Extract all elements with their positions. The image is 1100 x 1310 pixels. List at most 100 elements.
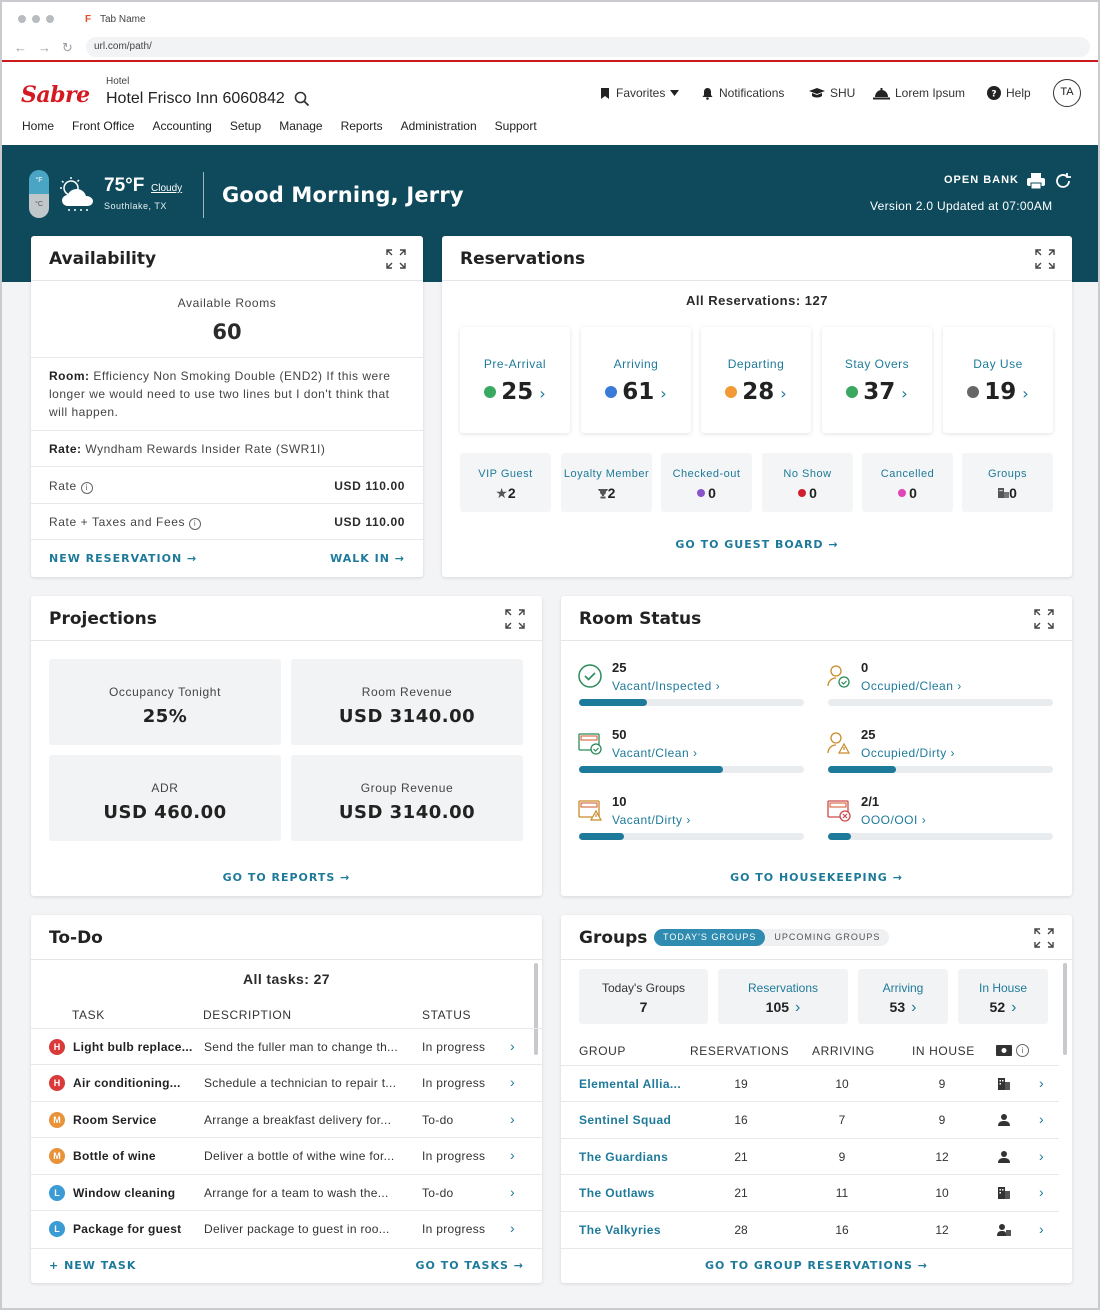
- table-row[interactable]: H Air conditioning... Schedule a technicia…: [31, 1064, 542, 1100]
- menu-accounting[interactable]: Accounting: [152, 119, 212, 133]
- group-reservations-link[interactable]: GO TO GROUP RESERVATIONS →: [561, 1259, 1072, 1272]
- chevron-right-icon[interactable]: ›: [1039, 1184, 1044, 1200]
- table-row[interactable]: L Package for guest Deliver package to gue…: [31, 1210, 542, 1246]
- table-row[interactable]: M Bottle of wine Deliver a bottle of withe…: [31, 1137, 542, 1173]
- group-name[interactable]: The Valkyries: [579, 1223, 661, 1237]
- group-name[interactable]: The Guardians: [579, 1150, 669, 1164]
- fahrenheit-option[interactable]: °F: [29, 170, 49, 194]
- address-bar[interactable]: url.com/path/: [86, 37, 1090, 57]
- departing-tile[interactable]: Departing 28 ›: [701, 327, 811, 433]
- window-maximize-dot[interactable]: [46, 15, 54, 23]
- tasks-link[interactable]: GO TO TASKS →: [416, 1259, 525, 1272]
- browser-tab[interactable]: Tab Name: [100, 14, 146, 25]
- chevron-right-icon[interactable]: ›: [510, 1111, 515, 1127]
- celsius-option[interactable]: °C: [29, 194, 49, 218]
- menu-setup[interactable]: Setup: [229, 119, 262, 133]
- info-icon[interactable]: i: [1016, 1044, 1029, 1057]
- reload-icon[interactable]: ↻: [62, 40, 73, 55]
- user-menu[interactable]: Lorem Ipsum: [873, 86, 965, 100]
- pre-arrival-tile[interactable]: Pre-Arrival 25 ›: [460, 327, 570, 433]
- loyalty-member-tile[interactable]: Loyalty Member 2: [561, 453, 652, 512]
- expand-icon[interactable]: [1034, 248, 1056, 270]
- table-row[interactable]: L Window cleaning Arrange for a team to wa…: [31, 1174, 542, 1210]
- group-name[interactable]: Elemental Allia...: [579, 1077, 682, 1091]
- tab-upcoming-groups[interactable]: UPCOMING GROUPS: [774, 932, 881, 942]
- chevron-right-icon[interactable]: ›: [510, 1147, 515, 1163]
- expand-icon[interactable]: [1033, 608, 1055, 630]
- no-show-tile[interactable]: No Show 0: [762, 453, 853, 512]
- checked-out-tile[interactable]: Checked-out 0: [661, 453, 752, 512]
- occupied-dirty-link[interactable]: Occupied/Dirty ›: [861, 746, 955, 760]
- day-use-tile[interactable]: Day Use 19 ›: [943, 327, 1053, 433]
- forward-arrow-icon[interactable]: →: [38, 40, 51, 55]
- ooo-ooi-link[interactable]: OOO/OOI ›: [861, 813, 926, 827]
- new-task-link[interactable]: + NEW TASK: [49, 1259, 136, 1272]
- avatar[interactable]: TA: [1053, 79, 1081, 107]
- table-row[interactable]: H Light bulb replace... Send the fuller ma…: [31, 1028, 542, 1064]
- group-in-house-tile[interactable]: In House 52 ›: [958, 969, 1048, 1024]
- tile-label: Arriving: [882, 981, 924, 995]
- vacant-clean-link[interactable]: Vacant/Clean ›: [612, 746, 698, 760]
- group-name[interactable]: Sentinel Squad: [579, 1113, 672, 1127]
- window-close-dot[interactable]: [18, 15, 26, 23]
- chevron-right-icon[interactable]: ›: [1039, 1148, 1044, 1164]
- weather-condition[interactable]: Cloudy: [151, 183, 183, 194]
- notifications-button[interactable]: Notifications: [701, 86, 784, 100]
- table-row[interactable]: The Valkyries 28 16 12 ›: [561, 1211, 1059, 1247]
- group-name[interactable]: The Outlaws: [579, 1186, 655, 1200]
- menu-manage[interactable]: Manage: [279, 119, 323, 133]
- chevron-right-icon[interactable]: ›: [510, 1220, 515, 1236]
- groups-tile[interactable]: Groups 0: [962, 453, 1053, 512]
- chevron-right-icon[interactable]: ›: [510, 1074, 515, 1090]
- table-row[interactable]: The Outlaws 21 11 10 ›: [561, 1174, 1059, 1210]
- priority-badge: H: [49, 1039, 65, 1055]
- arriving-tile[interactable]: Arriving 61 ›: [581, 327, 691, 433]
- search-icon[interactable]: [294, 91, 310, 107]
- table-row[interactable]: Sentinel Squad 16 7 9 ›: [561, 1101, 1059, 1137]
- table-row[interactable]: Elemental Allia... 19 10 9 ›: [561, 1065, 1059, 1101]
- groups-scrollbar[interactable]: [1063, 963, 1067, 1055]
- temperature-unit-toggle[interactable]: °F °C: [29, 170, 49, 218]
- sabre-logo[interactable]: Sabre: [21, 82, 90, 108]
- expand-icon[interactable]: [504, 608, 526, 630]
- menu-reports[interactable]: Reports: [340, 119, 383, 133]
- new-reservation-link[interactable]: NEW RESERVATION →: [49, 552, 197, 565]
- vacant-dirty-link[interactable]: Vacant/Dirty ›: [612, 813, 691, 827]
- vip-guest-tile[interactable]: VIP Guest ★2: [460, 453, 551, 512]
- vacant-inspected-link[interactable]: Vacant/Inspected ›: [612, 679, 720, 693]
- table-row[interactable]: The Guardians 21 9 12 ›: [561, 1138, 1059, 1174]
- chevron-right-icon[interactable]: ›: [510, 1184, 515, 1200]
- favorites-menu[interactable]: Favorites: [599, 86, 680, 100]
- cancelled-tile[interactable]: Cancelled 0: [862, 453, 953, 512]
- expand-icon[interactable]: [1033, 927, 1055, 949]
- open-bank-button[interactable]: OPEN BANK: [944, 174, 1020, 186]
- stay-overs-tile[interactable]: Stay Overs 37 ›: [822, 327, 932, 433]
- refresh-icon[interactable]: [1054, 172, 1072, 190]
- help-button[interactable]: ? Help: [987, 86, 1031, 100]
- menu-administration[interactable]: Administration: [400, 119, 477, 133]
- group-arriving-tile[interactable]: Arriving 53 ›: [858, 969, 948, 1024]
- info-icon[interactable]: i: [80, 482, 93, 494]
- back-arrow-icon[interactable]: ←: [14, 40, 27, 55]
- housekeeping-link[interactable]: GO TO HOUSEKEEPING →: [561, 871, 1072, 884]
- group-reservations-tile[interactable]: Reservations 105 ›: [718, 969, 848, 1024]
- tab-todays-groups[interactable]: TODAY'S GROUPS: [654, 929, 766, 946]
- info-icon[interactable]: i: [189, 518, 202, 530]
- shu-button[interactable]: SHU: [809, 86, 855, 100]
- walk-in-link[interactable]: WALK IN →: [330, 552, 405, 565]
- table-row[interactable]: M Room Service Arrange a breakfast deliver…: [31, 1101, 542, 1137]
- menu-home[interactable]: Home: [22, 119, 55, 133]
- printer-icon[interactable]: [1026, 172, 1046, 190]
- expand-icon[interactable]: [385, 248, 407, 270]
- occupied-clean-link[interactable]: Occupied/Clean ›: [861, 679, 962, 693]
- chevron-right-icon[interactable]: ›: [510, 1038, 515, 1054]
- menu-support[interactable]: Support: [494, 119, 537, 133]
- menu-front-office[interactable]: Front Office: [72, 119, 135, 133]
- window-minimize-dot[interactable]: [32, 15, 40, 23]
- chevron-right-icon[interactable]: ›: [1039, 1075, 1044, 1091]
- reports-link[interactable]: GO TO REPORTS →: [31, 871, 542, 884]
- todo-scrollbar[interactable]: [534, 963, 538, 1055]
- chevron-right-icon[interactable]: ›: [1039, 1221, 1044, 1237]
- guest-board-link[interactable]: GO TO GUEST BOARD →: [442, 538, 1072, 551]
- chevron-right-icon[interactable]: ›: [1039, 1111, 1044, 1127]
